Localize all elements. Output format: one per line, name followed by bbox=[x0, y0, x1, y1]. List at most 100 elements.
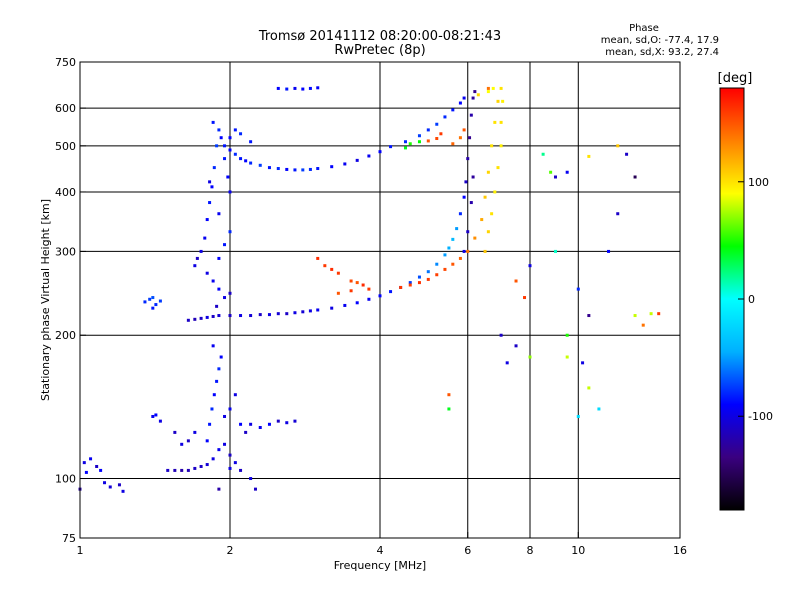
echo-point bbox=[316, 167, 320, 171]
echo-point bbox=[367, 154, 371, 158]
echo-point bbox=[417, 281, 421, 285]
echo-point bbox=[301, 168, 305, 172]
echo-point bbox=[293, 311, 297, 315]
y-axis-ticks: 75 100 200 300 400 500 600 750 bbox=[55, 56, 86, 545]
echo-point bbox=[462, 96, 466, 100]
echo-point bbox=[228, 291, 232, 295]
echo-point bbox=[443, 253, 447, 257]
echo-point bbox=[426, 270, 430, 274]
echo-point bbox=[239, 468, 243, 472]
x-tick-label: 6 bbox=[464, 544, 471, 557]
echo-point bbox=[616, 212, 620, 216]
echo-point bbox=[355, 158, 359, 162]
echo-point bbox=[223, 442, 227, 446]
echo-point bbox=[426, 277, 430, 281]
echo-point bbox=[473, 236, 477, 240]
echo-point bbox=[143, 300, 147, 304]
echo-point bbox=[565, 170, 569, 174]
echo-point bbox=[316, 86, 320, 90]
echo-point bbox=[447, 246, 451, 250]
echo-point bbox=[308, 167, 312, 171]
echo-point bbox=[443, 267, 447, 271]
echo-point bbox=[223, 144, 227, 148]
echo-point bbox=[199, 316, 203, 320]
echo-point bbox=[541, 152, 545, 156]
x-axis-ticks: 1 2 4 6 8 10 16 bbox=[77, 532, 687, 557]
echo-point bbox=[355, 301, 359, 305]
echo-point bbox=[217, 128, 221, 132]
echo-point bbox=[212, 393, 216, 397]
echo-point bbox=[239, 157, 243, 161]
echo-point bbox=[471, 175, 475, 179]
echo-point bbox=[486, 86, 490, 90]
echo-point bbox=[399, 285, 403, 289]
echo-point bbox=[217, 448, 221, 452]
echo-point bbox=[330, 306, 334, 310]
echo-point bbox=[483, 249, 487, 253]
x-tick-label: 4 bbox=[377, 544, 384, 557]
echo-point bbox=[367, 297, 371, 301]
echo-point bbox=[148, 297, 152, 301]
y-tick-label: 400 bbox=[55, 186, 76, 199]
echo-point bbox=[435, 122, 439, 126]
echo-point bbox=[285, 312, 289, 316]
echo-point bbox=[625, 152, 629, 156]
echo-point bbox=[499, 86, 503, 90]
echo-point bbox=[403, 140, 407, 144]
echo-point bbox=[496, 166, 500, 170]
echo-point bbox=[336, 271, 340, 275]
echo-point bbox=[228, 230, 232, 234]
echo-point bbox=[468, 136, 472, 140]
echo-point bbox=[208, 201, 212, 205]
echo-point bbox=[458, 256, 462, 260]
echo-point bbox=[205, 271, 209, 275]
echo-point bbox=[180, 442, 184, 446]
echo-point bbox=[473, 90, 477, 94]
echo-point bbox=[447, 407, 451, 411]
echo-point bbox=[223, 157, 227, 161]
echo-point bbox=[458, 136, 462, 140]
echo-point bbox=[276, 312, 280, 316]
echo-point bbox=[215, 379, 219, 383]
echo-point bbox=[226, 175, 230, 179]
echo-point bbox=[469, 201, 473, 205]
echo-point bbox=[493, 120, 497, 124]
echo-point bbox=[462, 249, 466, 253]
echo-point bbox=[458, 101, 462, 105]
chart-subtitle: RwPretec (8p) bbox=[334, 43, 425, 58]
phase-x-stats: mean, sd,X: 93.2, 27.4 bbox=[605, 47, 719, 58]
echo-point bbox=[233, 128, 237, 132]
echo-point bbox=[151, 414, 155, 418]
echo-point bbox=[649, 312, 653, 316]
echo-point bbox=[493, 190, 497, 194]
echo-point bbox=[408, 281, 412, 285]
echo-point bbox=[466, 157, 470, 161]
echo-point bbox=[217, 367, 221, 371]
echo-point bbox=[173, 468, 177, 472]
echo-point bbox=[258, 313, 262, 317]
echo-point bbox=[499, 120, 503, 124]
echo-point bbox=[308, 86, 312, 90]
x-tick-label: 1 bbox=[77, 544, 84, 557]
echo-point bbox=[499, 144, 503, 148]
echo-point bbox=[378, 294, 382, 298]
echo-point bbox=[490, 144, 494, 148]
echo-point bbox=[476, 93, 480, 97]
echo-point bbox=[208, 180, 212, 184]
echo-point bbox=[486, 230, 490, 234]
echo-points bbox=[78, 86, 661, 493]
echo-point bbox=[267, 313, 271, 317]
echo-point bbox=[193, 466, 197, 470]
echo-point bbox=[166, 468, 170, 472]
echo-point bbox=[108, 485, 112, 489]
y-tick-label: 500 bbox=[55, 140, 76, 153]
echo-point bbox=[193, 317, 197, 321]
x-tick-label: 16 bbox=[673, 544, 687, 557]
y-tick-label: 600 bbox=[55, 102, 76, 115]
echo-point bbox=[301, 310, 305, 314]
colorbar-tick-label: -100 bbox=[748, 410, 773, 423]
echo-point bbox=[417, 275, 421, 279]
echo-point bbox=[158, 419, 162, 423]
echo-point bbox=[95, 464, 99, 468]
echo-point bbox=[361, 283, 365, 287]
